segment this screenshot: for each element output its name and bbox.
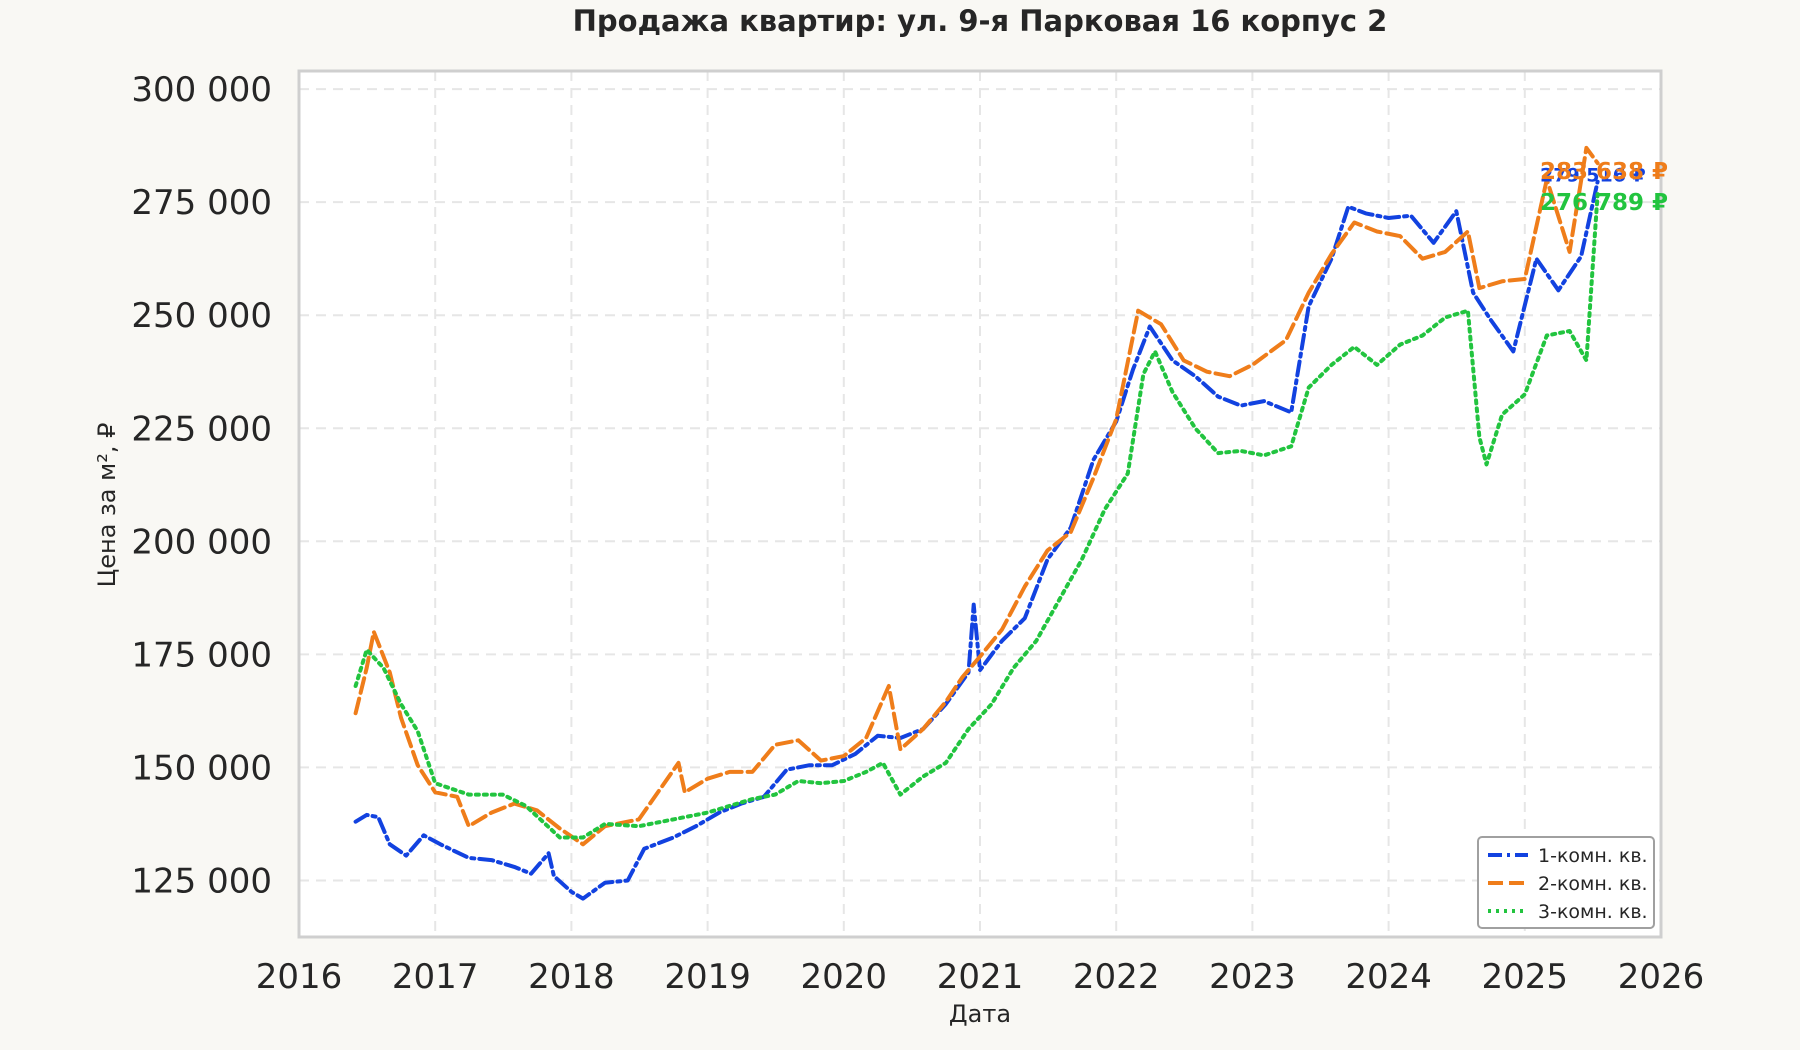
x-tick-label: 2025 (1482, 957, 1569, 997)
legend-box (1477, 836, 1655, 929)
end-value-label-3: 276 789 ₽ (1540, 190, 1668, 216)
legend-label-1: 1-комн. кв. (1538, 845, 1648, 867)
series-group (353, 145, 1600, 901)
x-tick-label: 2017 (392, 957, 479, 997)
x-tick-labels: 2016 2017 2018 2019 2020 2021 2022 2023 2024 2025… (256, 957, 1705, 997)
legend-label-2: 2-комн. кв. (1538, 873, 1648, 895)
y-tick-labels: 125 000 150 000 175 000 200 000 225 000 250 0… (131, 70, 272, 901)
x-tick-label: 2018 (528, 957, 615, 997)
x-tick-label: 2019 (664, 957, 751, 997)
x-axis-label: Дата (949, 1000, 1011, 1028)
y-tick-label: 300 000 (131, 70, 272, 110)
series-line-2 (353, 145, 1600, 847)
series-line-3 (353, 192, 1600, 840)
legend-label-3: 3-комн. кв. (1538, 901, 1648, 923)
y-tick-label: 275 000 (131, 183, 272, 223)
y-tick-label: 225 000 (131, 409, 272, 449)
x-tick-label: 2023 (1209, 957, 1296, 997)
x-tick-label: 2026 (1618, 957, 1705, 997)
x-tick-label: 2022 (1073, 957, 1160, 997)
end-value-label-1: 279 516 ₽ (1540, 165, 1646, 187)
x-tick-label: 2016 (256, 957, 343, 997)
y-tick-label: 125 000 (131, 861, 272, 901)
x-tick-label: 2024 (1345, 957, 1432, 997)
x-tick-label: 2021 (937, 957, 1024, 997)
y-tick-label: 150 000 (131, 748, 272, 788)
plot-frame (297, 69, 1663, 939)
chart-title: Продажа квартир: ул. 9-я Парковая 16 кор… (573, 4, 1388, 38)
y-tick-label: 175 000 (131, 635, 272, 675)
y-tick-label: 200 000 (131, 522, 272, 562)
y-axis-label: Цена за м², ₽ (93, 423, 121, 588)
legend: 1-комн. кв. 2-комн. кв. 3-комн. кв. (1477, 836, 1655, 929)
end-value-label-2: 283 638 ₽ (1540, 159, 1668, 185)
end-labels: 279 516 ₽283 638 ₽ 276 789 ₽ (1540, 159, 1668, 216)
x-tick-label: 2020 (801, 957, 888, 997)
y-tick-label: 250 000 (131, 296, 272, 336)
